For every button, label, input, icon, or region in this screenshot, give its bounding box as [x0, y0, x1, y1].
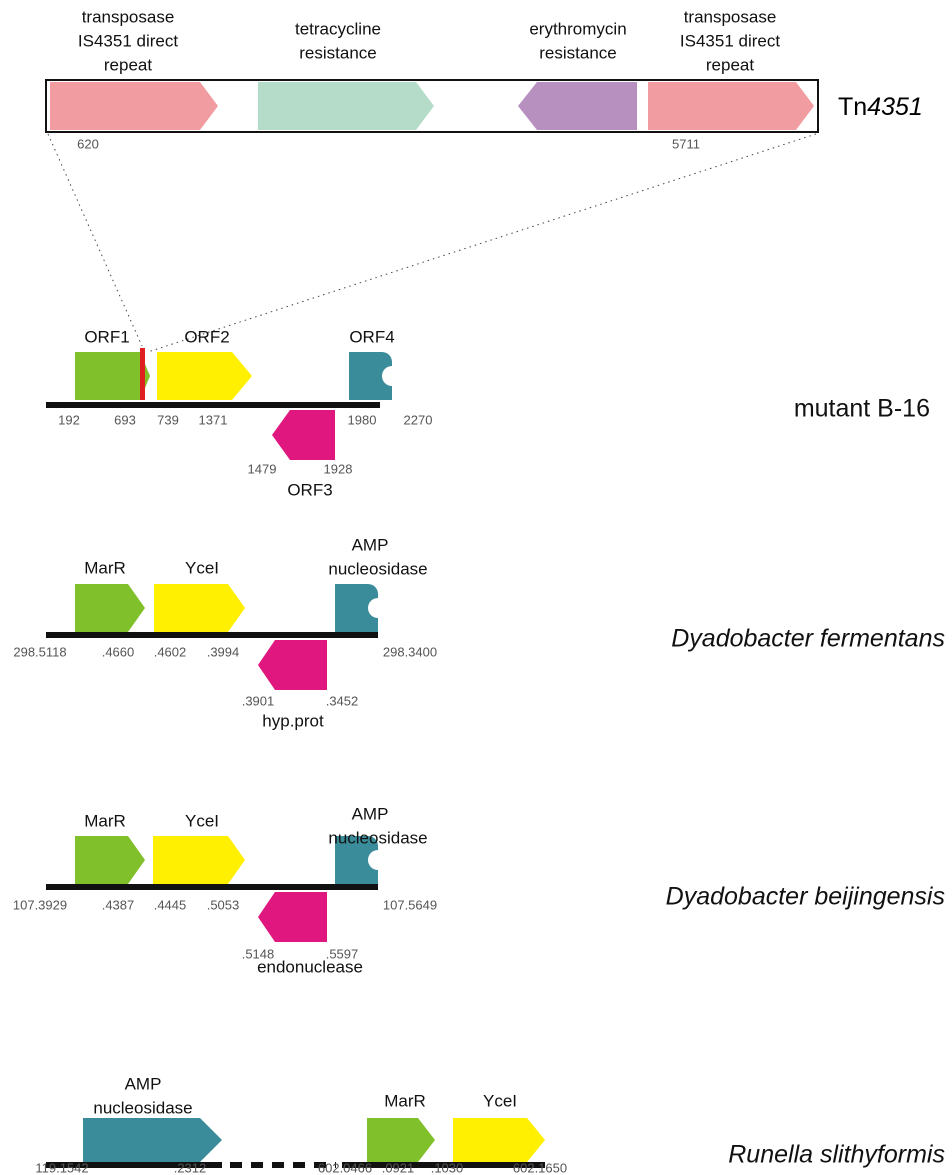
gene-block: [349, 352, 392, 400]
coordinate: 602.1650: [513, 1160, 567, 1175]
coordinate: .4445: [154, 897, 187, 912]
backbone: [342, 1162, 545, 1168]
gene-arrow: [75, 836, 145, 884]
gene-arrow: [367, 1118, 435, 1162]
name-number: 4351: [867, 93, 923, 121]
coordinate: .2312: [174, 1160, 207, 1175]
backbone: [46, 402, 380, 408]
organism: Dyadobacter fermentans: [671, 625, 945, 653]
coordinate: 298.5118: [13, 644, 66, 659]
gene-label: nucleosidase: [328, 559, 427, 578]
gene-arrow: [153, 836, 245, 884]
coordinate: .0921: [382, 1160, 415, 1175]
gene-arrow: [83, 1118, 222, 1162]
coordinate: .3901: [242, 693, 275, 708]
coordinate: 693: [114, 412, 136, 427]
gene-arrow: [75, 352, 150, 400]
coordinate: .4660: [102, 644, 135, 659]
gene-arrow: [648, 82, 814, 130]
gene-label: transposase: [684, 7, 777, 26]
gene-label: YceI: [185, 811, 219, 830]
coordinate: 739: [157, 412, 179, 427]
gene-arrow: [272, 410, 335, 460]
insertion-site: [140, 348, 145, 400]
gene-arrow: [154, 584, 245, 632]
gene-label: AMP: [125, 1074, 162, 1093]
gene-label: transposase: [82, 7, 175, 26]
gene-arrow: [453, 1118, 545, 1162]
gene-arrow: [50, 82, 218, 130]
gene-label: ORF4: [349, 327, 394, 346]
gene-arrow: [258, 640, 327, 690]
gene-label: repeat: [706, 55, 754, 74]
backbone: [46, 884, 378, 890]
coordinate: 192: [58, 412, 80, 427]
coordinate: 298.3400: [383, 644, 437, 659]
coordinate: 107.3929: [13, 897, 67, 912]
gene-block: [335, 836, 378, 884]
gene-label: AMP: [352, 804, 389, 823]
gene-label: hyp.prot: [262, 711, 324, 730]
insertion-guide: [147, 133, 817, 353]
gene-arrow: [518, 82, 637, 130]
gene-label: MarR: [384, 1091, 426, 1110]
gene-label: ORF2: [184, 327, 229, 346]
organism: mutant B-16: [794, 395, 930, 423]
coordinate: .1030: [431, 1160, 464, 1175]
coordinate: .3994: [207, 644, 240, 659]
coordinate: .4602: [154, 644, 187, 659]
gene-label: resistance: [539, 43, 616, 62]
coordinate: 107.5649: [383, 897, 437, 912]
gene-label: ORF1: [84, 327, 129, 346]
coordinate: 1479: [248, 461, 277, 476]
gene-label: IS4351 direct: [78, 31, 178, 50]
gene-label: MarR: [84, 558, 126, 577]
gene-label: nucleosidase: [328, 828, 427, 847]
coordinate: .4387: [102, 897, 135, 912]
coordinate: 1371: [199, 412, 228, 427]
gene-label: endonuclease: [257, 957, 363, 976]
coordinate: 1928: [324, 461, 353, 476]
gene-label: YceI: [483, 1091, 517, 1110]
organism: Dyadobacter beijingensis: [666, 883, 945, 911]
gene-label: IS4351 direct: [680, 31, 780, 50]
organism: Runella slithyformis: [728, 1141, 945, 1169]
gene-label: MarR: [84, 811, 126, 830]
insertion-guide: [47, 133, 143, 347]
backbone: [46, 632, 378, 638]
gene-arrow: [157, 352, 252, 400]
gene-label: ORF3: [287, 480, 332, 499]
name-prefix: Tn: [838, 93, 867, 121]
gene-label: AMP: [352, 535, 389, 554]
coordinate: 119.1542: [35, 1160, 88, 1175]
transposon-name: Tn4351: [838, 93, 923, 121]
coordinate: .5148: [242, 946, 275, 961]
gene-arrow: [258, 82, 434, 130]
gene-label: YceI: [185, 558, 219, 577]
coordinate: .5053: [207, 897, 240, 912]
coordinate: 602.0466: [318, 1160, 372, 1175]
coordinate: 620: [77, 136, 99, 151]
coordinate: .5597: [326, 946, 359, 961]
gene-block: [335, 584, 378, 632]
gene-label: tetracycline: [295, 19, 381, 38]
coordinate: 2270: [404, 412, 433, 427]
backbone: [46, 1162, 222, 1168]
gene-label: nucleosidase: [93, 1098, 192, 1117]
gene-label: repeat: [104, 55, 152, 74]
gene-label: erythromycin: [529, 19, 626, 38]
coordinate: 1980: [348, 412, 377, 427]
gene-arrow: [258, 892, 327, 942]
gene-arrow: [75, 584, 145, 632]
coordinate: .3452: [326, 693, 359, 708]
gene-label: resistance: [299, 43, 376, 62]
coordinate: 5711: [672, 136, 700, 151]
